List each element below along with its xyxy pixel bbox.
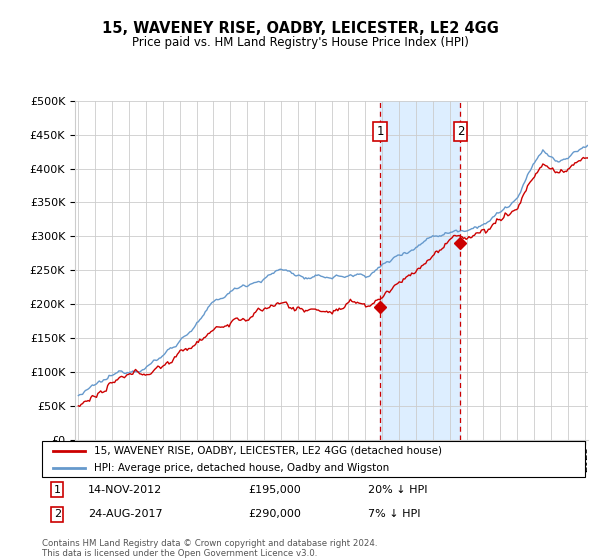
FancyBboxPatch shape: [42, 441, 585, 477]
Text: 2: 2: [53, 509, 61, 519]
Text: £290,000: £290,000: [248, 509, 301, 519]
Text: Contains HM Land Registry data © Crown copyright and database right 2024.
This d: Contains HM Land Registry data © Crown c…: [42, 539, 377, 558]
Bar: [380, 101, 460, 440]
Text: 24-AUG-2017: 24-AUG-2017: [88, 509, 163, 519]
Text: 20% ↓ HPI: 20% ↓ HPI: [368, 484, 427, 494]
Text: £195,000: £195,000: [248, 484, 301, 494]
Text: Price paid vs. HM Land Registry's House Price Index (HPI): Price paid vs. HM Land Registry's House …: [131, 36, 469, 49]
Text: 1: 1: [54, 484, 61, 494]
Text: 2: 2: [457, 125, 464, 138]
Text: HPI: Average price, detached house, Oadby and Wigston: HPI: Average price, detached house, Oadb…: [94, 463, 389, 473]
Text: 1: 1: [376, 125, 383, 138]
Text: 15, WAVENEY RISE, OADBY, LEICESTER, LE2 4GG: 15, WAVENEY RISE, OADBY, LEICESTER, LE2 …: [101, 21, 499, 36]
Text: 14-NOV-2012: 14-NOV-2012: [88, 484, 163, 494]
Text: 15, WAVENEY RISE, OADBY, LEICESTER, LE2 4GG (detached house): 15, WAVENEY RISE, OADBY, LEICESTER, LE2 …: [94, 446, 442, 456]
Text: 7% ↓ HPI: 7% ↓ HPI: [368, 509, 420, 519]
